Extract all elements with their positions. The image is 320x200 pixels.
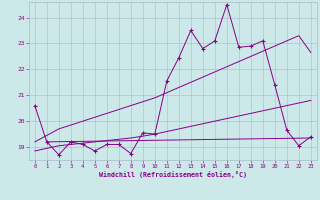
X-axis label: Windchill (Refroidissement éolien,°C): Windchill (Refroidissement éolien,°C) <box>99 171 247 178</box>
